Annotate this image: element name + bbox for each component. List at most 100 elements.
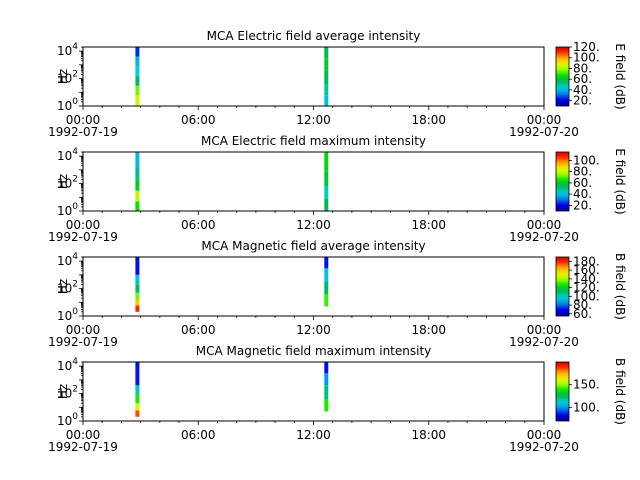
x-tick-label: 12:00 [296,428,331,442]
x-tick-date: 1992-07-19 [48,125,118,139]
spectrum-cell [324,268,329,282]
spectrum-cell [135,403,140,411]
x-tick-date: 1992-07-19 [48,230,118,244]
spectrum-cell [135,85,140,96]
y-tick-exponent: 0 [72,307,78,317]
colorbar-tick-label: 120. [573,40,600,54]
colorbar [555,151,570,212]
colorbar-tick-label: 120. [573,281,600,295]
colorbar-label: E field (dB) [613,148,627,214]
spectrum-cell [135,201,140,211]
colorbar [555,46,570,107]
spectrum-cell [135,190,140,202]
y-tick-base: 10 [57,282,72,296]
colorbar-tick-label: 80. [573,165,592,179]
spectrum-cell [324,373,329,386]
y-tick-label: 104 [57,147,78,163]
y-tick-label: 102 [57,70,78,86]
plot-frame [82,151,545,212]
spectrum-cell [135,274,140,285]
colorbar-tick-label: 40. [573,187,592,201]
y-axis-label: Hz [56,384,70,399]
y-tick-exponent: 2 [72,280,78,290]
panel-1: MCA Electric field average intensity1001… [48,29,627,139]
colorbar-tick-label: 150. [573,378,600,392]
x-tick-label: 00:00 [527,218,562,232]
y-tick-label: 102 [57,385,78,401]
spectrum-cell [135,152,140,168]
x-tick-label: 18:00 [411,113,446,127]
y-tick-label: 100 [57,202,78,218]
colorbar-tick-label: 60. [573,72,592,86]
y-tick-exponent: 2 [72,70,78,80]
spectrum-cell [324,362,329,374]
spectrum-cell [324,152,329,172]
y-tick-label: 102 [57,280,78,296]
spectrum-cell [324,95,329,106]
y-tick-exponent: 4 [72,357,78,367]
spectrum-cell [324,47,329,59]
x-tick-label: 06:00 [181,113,216,127]
x-tick-label: 00:00 [66,218,101,232]
colorbar [555,256,570,317]
y-tick-exponent: 2 [72,175,78,185]
spectrum-cell [135,95,140,106]
spectrum-cell [324,399,329,412]
y-tick-exponent: 0 [72,97,78,107]
colorbar-tick-label: 40. [573,83,592,97]
y-tick-label: 100 [57,97,78,113]
spectrum-cell [135,410,140,417]
x-tick-label: 00:00 [66,323,101,337]
y-tick-exponent: 4 [72,147,78,157]
spectrum-cell [135,179,140,191]
spectrum-cell [324,198,329,211]
colorbar-tick-label: 160. [573,263,600,277]
y-tick-exponent: 0 [72,412,78,422]
colorbar [555,361,570,422]
colorbar-tick-label: 100. [573,153,600,167]
colorbar-tick-label: 20. [573,198,592,212]
colorbar-label: E field (dB) [613,43,627,109]
spectrum-cell [135,167,140,180]
colorbar-tick-label: 80. [573,298,592,312]
colorbar-label: B field (dB) [613,358,627,425]
panel-4: MCA Magnetic field maximum intensity1001… [48,344,627,454]
y-tick-exponent: 2 [72,385,78,395]
y-tick-label: 102 [57,175,78,191]
colorbar-tick-label: 80. [573,61,592,75]
x-tick-date: 1992-07-19 [48,440,118,454]
y-tick-label: 100 [57,307,78,323]
x-tick-date: 1992-07-19 [48,335,118,349]
x-tick-label: 00:00 [527,428,562,442]
y-tick-base: 10 [57,387,72,401]
y-tick-base: 10 [57,99,72,113]
panel-title: MCA Electric field maximum intensity [201,134,426,148]
spectrum-cell [324,70,329,84]
x-tick-label: 18:00 [411,428,446,442]
y-tick-exponent: 4 [72,42,78,52]
x-tick-label: 12:00 [296,218,331,232]
y-axis-label: Hz [56,174,70,189]
panel-title: MCA Magnetic field maximum intensity [196,344,432,358]
spectrum-cell [135,362,140,386]
y-axis-label: Hz [56,69,70,84]
colorbar-tick-label: 100. [573,400,600,414]
y-tick-label: 104 [57,357,78,373]
y-tick-base: 10 [57,254,72,268]
spectrum-cell [324,257,329,269]
y-tick-base: 10 [57,72,72,86]
x-tick-label: 12:00 [296,113,331,127]
spectrum-cell [135,56,140,67]
spectrum-cell [135,66,140,77]
spectrum-cell [135,257,140,275]
y-tick-base: 10 [57,414,72,428]
x-tick-date: 1992-07-20 [509,440,579,454]
spectrum-cell [135,76,140,86]
y-tick-label: 104 [57,252,78,268]
x-tick-date: 1992-07-20 [509,335,579,349]
colorbar-tick-label: 20. [573,94,592,108]
y-tick-label: 100 [57,412,78,428]
spectrum-cell [324,186,329,199]
x-tick-label: 12:00 [296,323,331,337]
